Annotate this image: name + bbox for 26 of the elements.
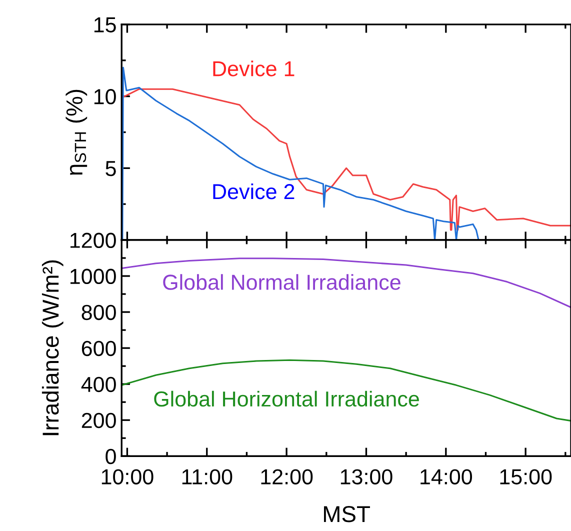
y-tick-label: 800 (82, 304, 116, 320)
y-tick-label: 600 (82, 340, 116, 356)
x-tick-label: 15:00 (500, 469, 552, 484)
series-label: Device 1 (213, 60, 294, 76)
line-series (122, 88, 571, 231)
x-tick-label: 10:00 (102, 469, 154, 484)
x-tick-label: 12:00 (261, 469, 313, 484)
y-axis-title: η$_{STH}$ (%) (66, 90, 88, 175)
y-tick-label: 200 (82, 412, 116, 428)
line-series (122, 359, 571, 422)
y-tick-label: 5 (106, 161, 116, 176)
y-tick-label: 1000 (70, 268, 116, 284)
x-tick-label: 14:00 (420, 469, 472, 484)
x-tick-label: 13:00 (340, 469, 392, 484)
y-tick-label: 400 (81, 376, 116, 392)
line-series (122, 258, 571, 308)
y-axis-title: Irradiance (W/m²) (42, 260, 64, 436)
series-label: Device 2 (213, 183, 294, 200)
series-label: Global Horizontal Irradiance (154, 390, 419, 407)
y-tick-label: 1200 (70, 232, 116, 248)
x-axis-title: MST (324, 506, 370, 522)
y-tick-label: 15 (94, 17, 116, 32)
x-tick-label: 11:00 (182, 469, 232, 484)
y-tick-label: 0 (106, 448, 116, 464)
series-label: Global Normal Irradiance (163, 274, 400, 290)
y-tick-label: 10 (94, 89, 116, 104)
